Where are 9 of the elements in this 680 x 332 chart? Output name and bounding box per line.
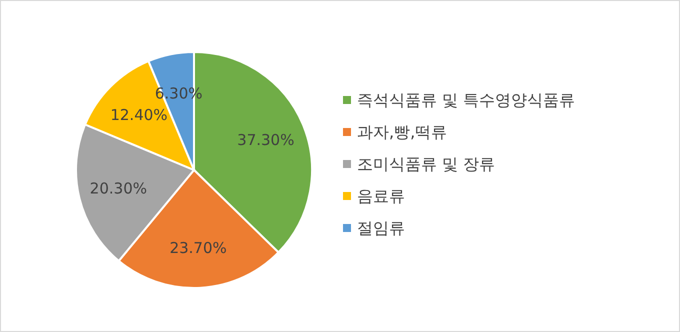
data-label: 12.40% xyxy=(110,106,168,124)
legend-label: 조미식품류 및 장류 xyxy=(357,154,496,174)
data-label: 20.30% xyxy=(90,180,147,198)
legend-label: 음료류 xyxy=(357,186,405,206)
legend-label: 절임류 xyxy=(357,218,405,238)
data-label: 37.30% xyxy=(237,130,294,149)
legend-label: 즉석식품류 및 특수영양식품류 xyxy=(357,90,576,110)
data-label: 23.70% xyxy=(170,238,227,257)
legend-label: 과자,빵,떡류 xyxy=(357,122,448,142)
